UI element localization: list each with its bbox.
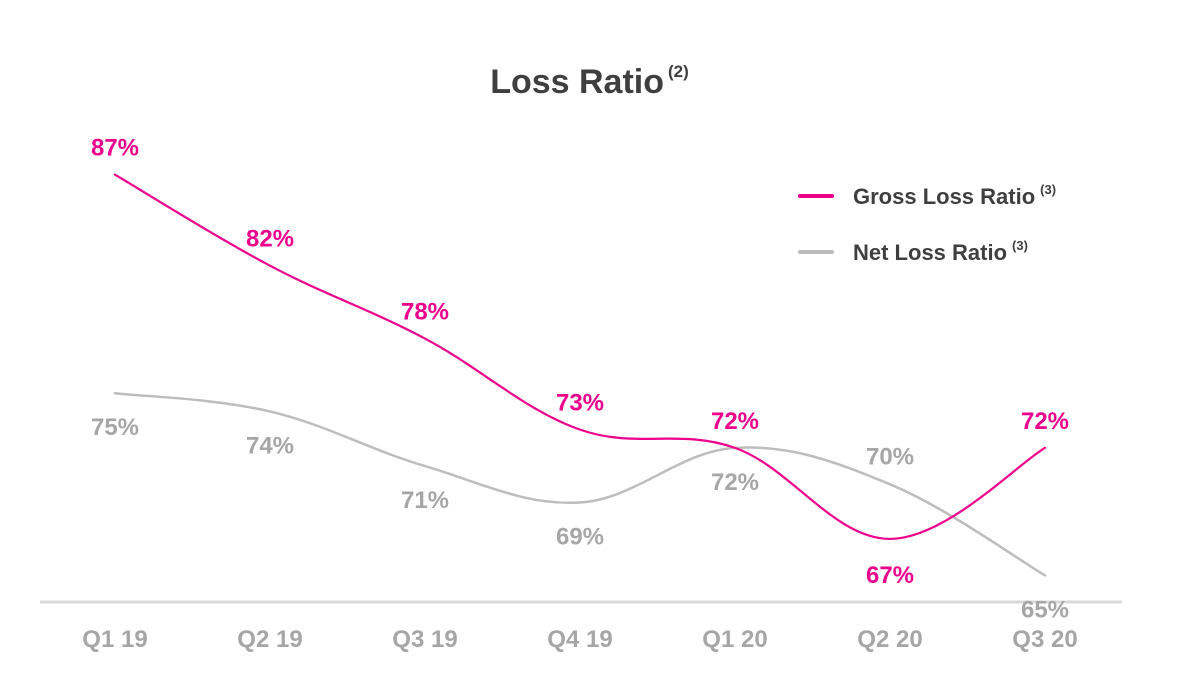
x-tick-label: Q3 19 <box>392 626 457 653</box>
x-tick-label: Q2 19 <box>237 626 302 653</box>
net-data-label: 75% <box>91 414 139 441</box>
x-tick-label: Q1 20 <box>702 626 767 653</box>
legend-item-net: Net Loss Ratio (3) <box>798 224 1056 280</box>
net-loss-ratio-line <box>113 391 1047 577</box>
gross-data-label: 78% <box>401 299 449 326</box>
legend-swatch-net <box>798 250 834 254</box>
legend-label-gross: Gross Loss Ratio (3) <box>853 182 1056 210</box>
gross-data-label: 73% <box>556 390 604 417</box>
chart-title-container: Loss Ratio (2) <box>0 62 1179 102</box>
x-tick-label: Q1 19 <box>82 626 147 653</box>
net-data-label: 71% <box>401 487 449 514</box>
net-data-label: 70% <box>866 443 914 470</box>
legend-label-net-text: Net Loss Ratio <box>853 240 1008 265</box>
legend-label-net-footnote: (3) <box>1012 238 1028 253</box>
gross-data-label: 72% <box>711 408 759 435</box>
net-data-label: 65% <box>1021 596 1069 623</box>
gross-data-label: 67% <box>866 562 914 589</box>
x-tick-label: Q4 19 <box>547 626 612 653</box>
chart-title: Loss Ratio (2) <box>490 62 689 101</box>
net-data-label: 69% <box>556 524 604 551</box>
legend-label-gross-text: Gross Loss Ratio <box>853 184 1036 209</box>
gross-data-label: 87% <box>91 135 139 162</box>
gross-loss-ratio-line <box>113 173 1047 541</box>
legend-item-gross: Gross Loss Ratio (3) <box>798 168 1056 224</box>
chart-title-footnote: (2) <box>668 62 689 81</box>
net-data-label: 74% <box>246 432 294 459</box>
net-data-label: 72% <box>711 469 759 496</box>
gross-data-label: 82% <box>246 226 294 253</box>
chart-title-text: Loss Ratio <box>490 63 665 101</box>
chart-legend: Gross Loss Ratio (3) Net Loss Ratio (3) <box>798 168 1056 280</box>
legend-label-net: Net Loss Ratio (3) <box>853 238 1028 266</box>
x-tick-label: Q2 20 <box>857 626 922 653</box>
legend-swatch-gross <box>798 194 834 198</box>
legend-label-gross-footnote: (3) <box>1040 182 1057 197</box>
gross-data-label: 72% <box>1021 408 1069 435</box>
x-tick-label: Q3 20 <box>1012 626 1077 653</box>
